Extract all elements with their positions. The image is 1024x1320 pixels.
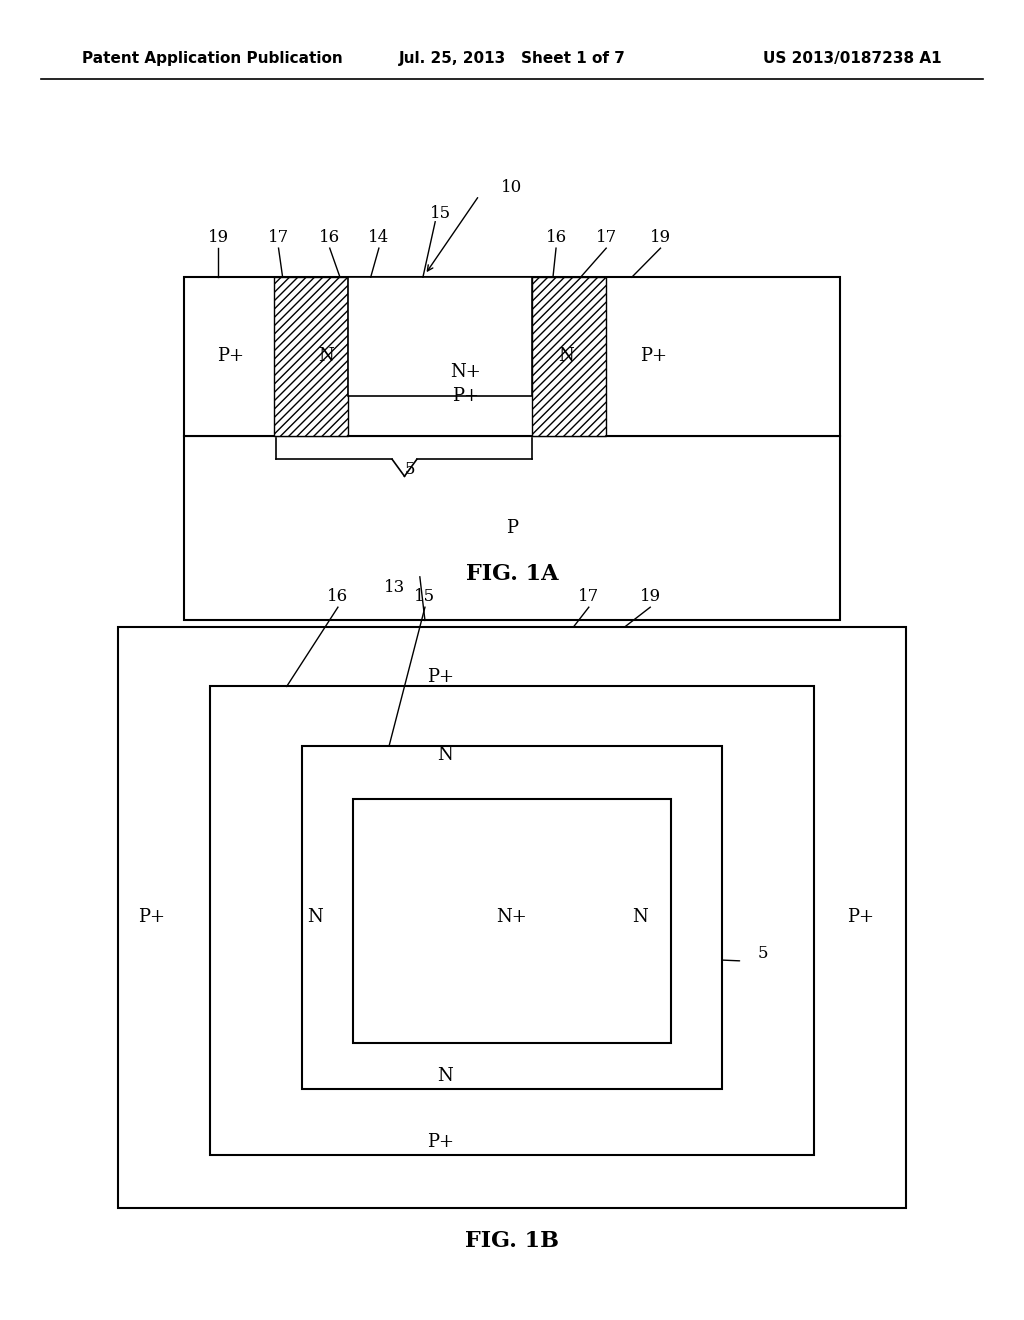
Text: N: N (437, 1067, 454, 1085)
Text: P+: P+ (847, 908, 873, 927)
Text: 15: 15 (415, 589, 435, 605)
Bar (353, 799, 671, 1043)
Bar (348, 277, 532, 396)
Text: Jul. 25, 2013   Sheet 1 of 7: Jul. 25, 2013 Sheet 1 of 7 (398, 50, 626, 66)
Text: 14: 14 (369, 230, 389, 246)
Text: 17: 17 (579, 589, 599, 605)
Text: N: N (307, 908, 324, 927)
Bar (532, 277, 606, 436)
Text: N: N (558, 347, 574, 366)
Text: P+: P+ (138, 908, 165, 927)
Text: 19: 19 (650, 230, 671, 246)
Text: N: N (317, 347, 334, 366)
Text: FIG. 1B: FIG. 1B (465, 1230, 559, 1251)
Text: US 2013/0187238 A1: US 2013/0187238 A1 (764, 50, 942, 66)
Bar (274, 277, 348, 436)
Text: Patent Application Publication: Patent Application Publication (82, 50, 343, 66)
Text: N+: N+ (451, 363, 481, 381)
Text: N+: N+ (497, 908, 527, 927)
Text: FIG. 1A: FIG. 1A (466, 564, 558, 585)
Text: 15: 15 (430, 206, 451, 222)
Text: P+: P+ (427, 668, 454, 686)
Text: N: N (632, 908, 648, 927)
Text: P+: P+ (217, 347, 244, 366)
Text: 16: 16 (319, 230, 340, 246)
Text: 13: 13 (384, 579, 404, 595)
Text: P+: P+ (427, 1133, 454, 1151)
Text: 10: 10 (502, 180, 522, 195)
Bar (118, 627, 906, 1208)
Text: P: P (506, 519, 518, 537)
Bar (184, 436, 840, 620)
Text: 16: 16 (328, 589, 348, 605)
Bar (302, 746, 722, 1089)
Bar (184, 277, 840, 436)
Bar (210, 686, 814, 1155)
Text: N: N (437, 746, 454, 764)
Text: 5: 5 (404, 462, 415, 478)
Text: 16: 16 (546, 230, 566, 246)
Text: 19: 19 (640, 589, 660, 605)
Text: P+: P+ (640, 347, 667, 366)
Text: 17: 17 (268, 230, 289, 246)
Text: 19: 19 (208, 230, 228, 246)
Text: 17: 17 (596, 230, 616, 246)
Text: 5: 5 (758, 945, 768, 961)
Text: P+: P+ (453, 387, 479, 405)
